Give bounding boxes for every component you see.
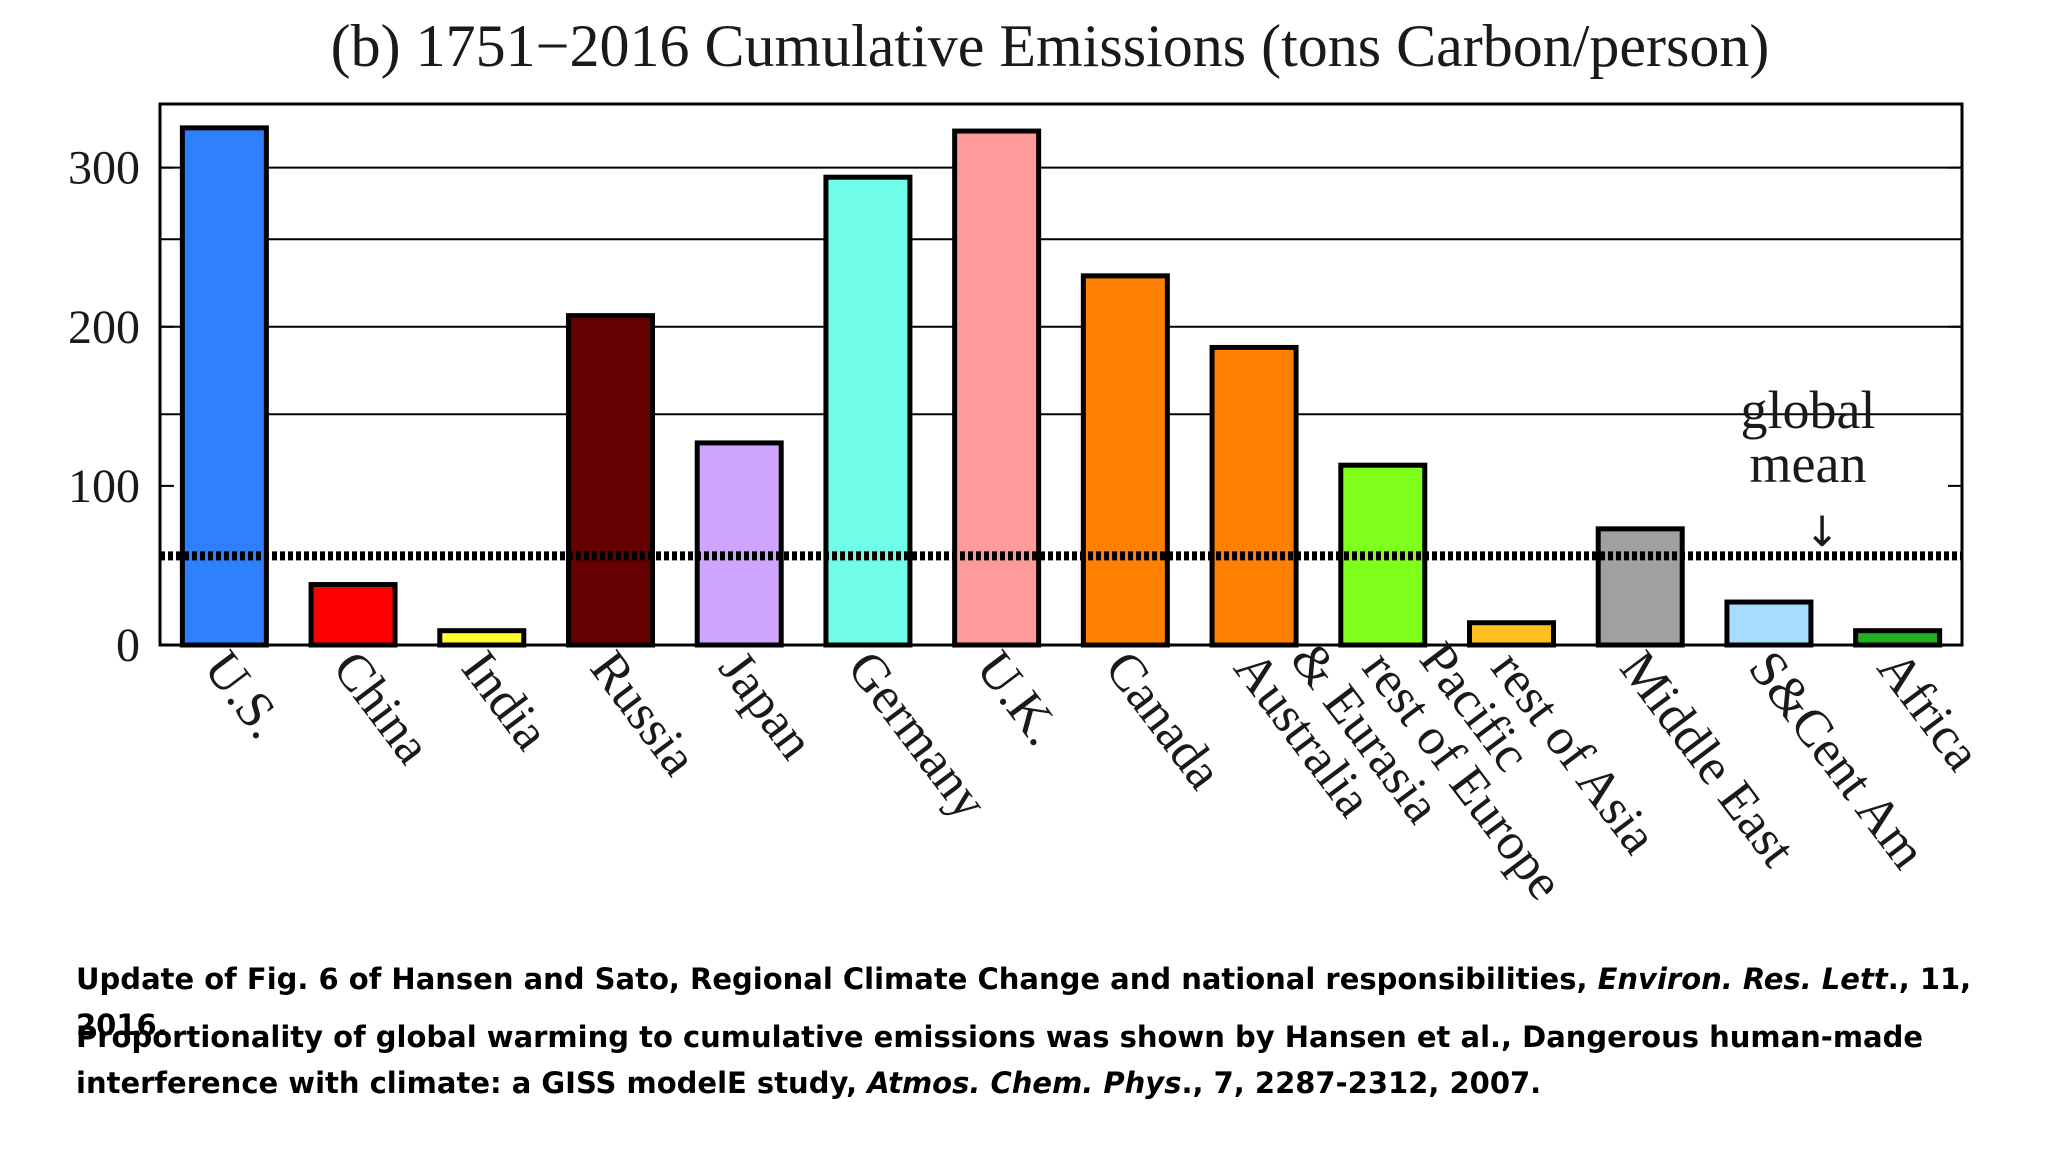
global-mean-label-bg [1738,446,1878,490]
bar-12 [1724,599,1814,648]
x-tick-label-7-line-0: Canada [1094,641,1233,800]
x-tick-label-13-line-0: Africa [1866,641,1991,781]
bar-3 [566,313,655,648]
emissions-bar-chart: (b) 1751−2016 Cumulative Emissions (tons… [68,13,1992,910]
y-tick-label-2: 200 [68,301,140,354]
bar-13 [1853,628,1943,648]
caption-line2-journal: Atmos. Chem. Phys [867,1066,1182,1100]
caption-line2-suffix: ., 7, 2287-2312, 2007. [1181,1066,1542,1100]
y-tick-label-3: 300 [68,142,140,195]
x-tick-label-3-line-0: Russia [579,641,708,786]
caption-line1-prefix: Update of Fig. 6 of Hansen and Sato, Reg… [76,962,1598,996]
chart-title: (b) 1751−2016 Cumulative Emissions (tons… [331,13,1770,79]
x-tick-label-4-line-0: Japan [708,641,825,770]
caption-line2-prefix: Proportionality of global warming to cum… [76,1020,1924,1100]
x-tick-label-7: Canada [1094,641,1233,800]
caption-line-2: Proportionality of global warming to cum… [76,1014,2036,1106]
x-tick-label-1-line-0: China [321,641,441,775]
bar-4 [694,440,784,648]
x-tick-label-13: Africa [1866,641,1991,781]
x-tick-label-6-line-0: U.K. [965,641,1071,756]
bar-0 [179,125,269,648]
bar-11 [1595,526,1685,648]
caption-line1-journal: Environ. Res. Lett [1597,962,1888,996]
plot-frame [158,102,1964,647]
bar-10 [1467,620,1556,648]
caption-line-1: Update of Fig. 6 of Hansen and Sato, Reg… [76,956,2036,1048]
caption-line1-suffix: ., 11, 2016. [76,962,1972,1042]
bar-7 [1080,273,1170,648]
global-mean-label-line-1: global [1741,380,1876,440]
bar-6 [952,128,1042,648]
x-tick-label-0: U.S. [193,641,294,749]
y-tick-label-0: 0 [116,619,140,672]
global-mean-label-line-2: mean [1750,434,1867,494]
bar-2 [437,628,527,648]
x-tick-label-3: Russia [579,641,708,786]
x-tick-label-0-line-0: U.S. [193,641,294,749]
y-tick-label-1: 100 [68,460,140,513]
global-mean-arrow-icon: ↓ [1804,507,1839,556]
x-tick-label-2-line-0: India [450,641,560,761]
x-tick-label-4: Japan [708,641,825,770]
bar-1 [308,582,398,648]
bar-5 [823,174,913,648]
x-tick-label-6: U.K. [965,641,1071,756]
x-tick-label-1: China [321,641,441,775]
x-tick-label-2: India [450,641,560,761]
bar-8 [1209,344,1299,648]
